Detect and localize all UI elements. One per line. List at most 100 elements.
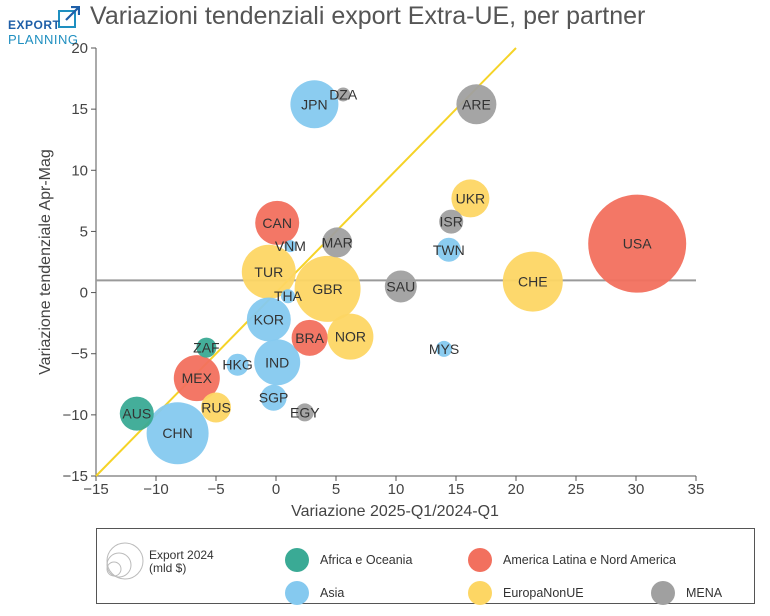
bubble-usa <box>588 194 687 293</box>
logo-text-export: EXPORT <box>8 18 61 32</box>
legend-item-america: America Latina e Nord America <box>468 548 676 572</box>
bubble-bra <box>291 319 328 356</box>
legend-swatch <box>285 581 309 605</box>
x-tick-label: 0 <box>272 481 280 498</box>
label-are: ARE <box>462 96 491 112</box>
legend-swatch <box>468 548 492 572</box>
y-tick-label: 20 <box>71 40 88 57</box>
y-tick-label: 15 <box>71 101 88 118</box>
label-mex: MEX <box>182 370 213 386</box>
bubble-chart: −15 −10 −5 0 5 10 15 20 25 30 35 −15 −10 −5 0 5 10 15 20 U… <box>37 40 705 520</box>
bubble-can <box>255 200 300 245</box>
label-sau: SAU <box>386 278 415 294</box>
bubble-tha <box>281 289 295 304</box>
bubble-dza <box>336 87 351 102</box>
bubble-rus <box>201 392 231 423</box>
legend-swatch <box>285 548 309 572</box>
bubble-aus <box>119 396 154 431</box>
size-legend-line1: Export 2024 <box>149 548 214 562</box>
x-tick-label: −10 <box>143 481 168 498</box>
label-dza: DZA <box>329 86 358 102</box>
size-legend-label: Export 2024 (mld $) <box>149 549 214 575</box>
bubble-mar <box>322 227 353 258</box>
x-tick-label: 10 <box>388 481 405 498</box>
bubble-isr <box>439 209 464 234</box>
legend-item-mena: MENA <box>651 581 722 605</box>
bubble-nor <box>327 313 374 360</box>
legend-item-africa-oceania: Africa e Oceania <box>285 548 412 572</box>
bubble-sgp <box>260 384 287 411</box>
x-tick-label: 30 <box>628 481 645 498</box>
legend-swatch <box>468 581 492 605</box>
axes: −15 −10 −5 0 5 10 15 20 25 30 35 −15 −10 −5 0 5 10 15 20 <box>63 40 705 498</box>
size-legend-line2: (mld $) <box>149 561 187 575</box>
bubble-are <box>456 84 497 125</box>
legend-label: America Latina e Nord America <box>503 553 676 567</box>
y-tick-label: −10 <box>63 407 88 424</box>
logo-text-planning: PLANNING <box>8 32 79 47</box>
label-che: CHE <box>518 274 548 290</box>
x-tick-label: −5 <box>207 481 224 498</box>
label-isr: ISR <box>440 214 463 230</box>
bubble-ukr <box>451 179 490 218</box>
legend-label: EuropaNonUE <box>503 586 584 600</box>
x-tick-label: 15 <box>448 481 465 498</box>
label-bra: BRA <box>295 330 324 346</box>
bubble-twn <box>436 237 461 262</box>
label-aus: AUS <box>122 406 151 422</box>
label-usa: USA <box>623 236 652 252</box>
y-tick-label: 0 <box>80 285 88 302</box>
bubble-hkg <box>226 353 249 376</box>
logo-mark-icon <box>58 6 80 28</box>
label-zaf: ZAF <box>193 340 219 356</box>
label-chn: CHN <box>162 425 192 441</box>
legend-label: MENA <box>686 586 723 600</box>
x-tick-label: 5 <box>332 481 340 498</box>
label-egy: EGY <box>290 404 320 420</box>
bubble-mys <box>436 340 452 357</box>
label-vnm: VNM <box>275 238 306 254</box>
label-can: CAN <box>262 215 292 231</box>
bubble-jpn <box>290 80 339 129</box>
legend-item-asia: Asia <box>285 581 344 605</box>
x-tick-label: −15 <box>83 481 108 498</box>
y-axis-label: Variazione tendenziale Apr-Mag <box>37 149 54 375</box>
label-rus: RUS <box>201 400 231 416</box>
label-sgp: SGP <box>259 390 289 406</box>
export-planning-logo: EXPORT PLANNING <box>6 6 88 47</box>
bubble-labels: USA CHE GBR CHN TUR JPN IND KOR NOR CAN MEX ARE UKR B… <box>122 86 652 441</box>
legend-swatch <box>651 581 675 605</box>
x-tick-label: 35 <box>688 481 705 498</box>
bubbles <box>119 80 687 465</box>
y-tick-label: −15 <box>63 468 88 485</box>
bubble-gbr <box>294 255 361 322</box>
legend-label: Asia <box>320 586 345 600</box>
bubble-zaf <box>196 337 217 358</box>
legend: Export 2024 (mld $) Africa e Oceania Ame… <box>96 528 755 605</box>
label-mys: MYS <box>429 341 459 357</box>
bubble-vnm <box>284 240 297 253</box>
x-tick-label: 25 <box>568 481 585 498</box>
label-jpn: JPN <box>301 96 327 112</box>
y-tick-label: −5 <box>71 346 88 363</box>
legend-item-europanonue: EuropaNonUE <box>468 581 584 605</box>
label-hkg: HKG <box>222 357 252 373</box>
y-tick-label: 5 <box>80 223 88 240</box>
x-axis-label: Variazione 2025-Q1/2024-Q1 <box>291 503 499 520</box>
bubble-che <box>502 251 563 312</box>
label-nor: NOR <box>335 329 366 345</box>
label-twn: TWN <box>433 242 465 258</box>
x-tick-label: 20 <box>508 481 525 498</box>
bubble-chn <box>146 402 209 465</box>
bubble-mex <box>173 355 220 402</box>
y-tick-label: 10 <box>71 162 88 179</box>
label-ukr: UKR <box>456 190 486 206</box>
legend-label: Africa e Oceania <box>320 553 413 567</box>
bubble-egy <box>295 403 314 422</box>
label-ind: IND <box>265 354 289 370</box>
bubble-ind <box>254 339 301 386</box>
label-tha: THA <box>274 288 303 304</box>
label-gbr: GBR <box>312 281 342 297</box>
bubble-kor <box>246 297 291 342</box>
chart-title: Variazioni tendenziali export Extra-UE, … <box>90 2 646 30</box>
